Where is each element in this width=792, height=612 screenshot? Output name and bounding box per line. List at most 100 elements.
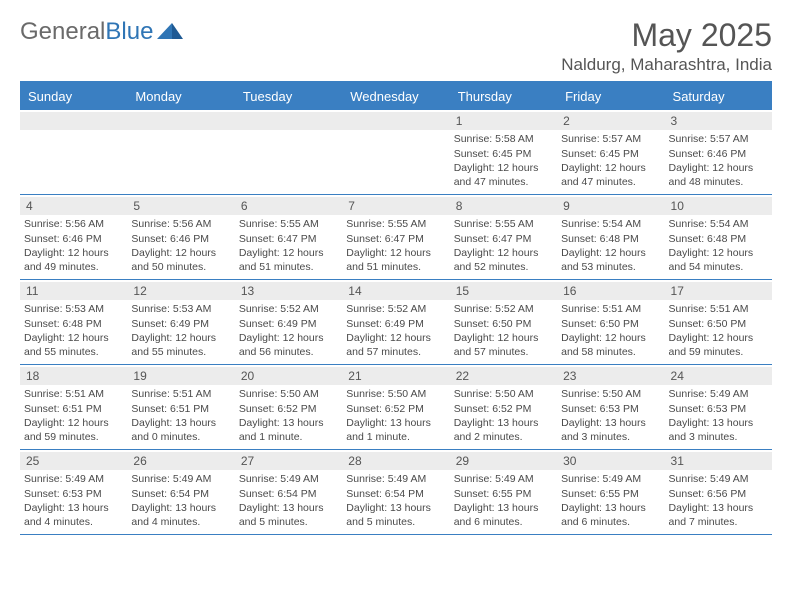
day-number: 18 xyxy=(20,367,127,385)
sunset-text: Sunset: 6:51 PM xyxy=(131,402,230,416)
day-number: 23 xyxy=(557,367,664,385)
dayname-monday: Monday xyxy=(127,83,234,110)
daylight-text: and 54 minutes. xyxy=(669,260,768,274)
title-block: May 2025 Naldurg, Maharashtra, India xyxy=(561,18,772,75)
daylight-text: and 56 minutes. xyxy=(239,345,338,359)
sunrise-text: Sunrise: 5:50 AM xyxy=(346,387,445,401)
dayname-wednesday: Wednesday xyxy=(342,83,449,110)
day-number-empty xyxy=(20,112,127,130)
daylight-text: Daylight: 13 hours xyxy=(131,416,230,430)
daylight-text: Daylight: 12 hours xyxy=(561,246,660,260)
daylight-text: and 48 minutes. xyxy=(669,175,768,189)
calendar: Sunday Monday Tuesday Wednesday Thursday… xyxy=(20,81,772,535)
sunset-text: Sunset: 6:48 PM xyxy=(24,317,123,331)
weeks-container: 1Sunrise: 5:58 AMSunset: 6:45 PMDaylight… xyxy=(20,110,772,535)
day-cell: 18Sunrise: 5:51 AMSunset: 6:51 PMDayligh… xyxy=(20,365,127,449)
day-cell: 27Sunrise: 5:49 AMSunset: 6:54 PMDayligh… xyxy=(235,450,342,534)
daylight-text: and 55 minutes. xyxy=(131,345,230,359)
sunset-text: Sunset: 6:54 PM xyxy=(131,487,230,501)
daylight-text: and 51 minutes. xyxy=(239,260,338,274)
day-cell: 25Sunrise: 5:49 AMSunset: 6:53 PMDayligh… xyxy=(20,450,127,534)
daylight-text: and 6 minutes. xyxy=(454,515,553,529)
day-number: 25 xyxy=(20,452,127,470)
sunset-text: Sunset: 6:46 PM xyxy=(24,232,123,246)
day-cell: 7Sunrise: 5:55 AMSunset: 6:47 PMDaylight… xyxy=(342,195,449,279)
day-number: 29 xyxy=(450,452,557,470)
sunset-text: Sunset: 6:48 PM xyxy=(669,232,768,246)
sunset-text: Sunset: 6:53 PM xyxy=(24,487,123,501)
day-cell: 20Sunrise: 5:50 AMSunset: 6:52 PMDayligh… xyxy=(235,365,342,449)
daylight-text: and 59 minutes. xyxy=(669,345,768,359)
sunrise-text: Sunrise: 5:51 AM xyxy=(669,302,768,316)
daylight-text: Daylight: 12 hours xyxy=(24,246,123,260)
daylight-text: Daylight: 13 hours xyxy=(346,416,445,430)
daylight-text: and 3 minutes. xyxy=(561,430,660,444)
sunrise-text: Sunrise: 5:55 AM xyxy=(239,217,338,231)
day-number: 11 xyxy=(20,282,127,300)
week-row: 11Sunrise: 5:53 AMSunset: 6:48 PMDayligh… xyxy=(20,280,772,365)
sunrise-text: Sunrise: 5:54 AM xyxy=(669,217,768,231)
daylight-text: and 57 minutes. xyxy=(346,345,445,359)
sunset-text: Sunset: 6:48 PM xyxy=(561,232,660,246)
day-cell: 3Sunrise: 5:57 AMSunset: 6:46 PMDaylight… xyxy=(665,110,772,194)
week-row: 18Sunrise: 5:51 AMSunset: 6:51 PMDayligh… xyxy=(20,365,772,450)
sunset-text: Sunset: 6:50 PM xyxy=(561,317,660,331)
daylight-text: Daylight: 13 hours xyxy=(454,501,553,515)
daylight-text: and 53 minutes. xyxy=(561,260,660,274)
daylight-text: Daylight: 13 hours xyxy=(131,501,230,515)
day-number: 3 xyxy=(665,112,772,130)
sunrise-text: Sunrise: 5:51 AM xyxy=(24,387,123,401)
day-cell: 23 Sunrise: 5:50 AMSunset: 6:53 PMDayligh… xyxy=(557,365,664,449)
day-number: 19 xyxy=(127,367,234,385)
daylight-text: Daylight: 12 hours xyxy=(669,246,768,260)
daylight-text: Daylight: 12 hours xyxy=(346,246,445,260)
day-cell: 4Sunrise: 5:56 AMSunset: 6:46 PMDaylight… xyxy=(20,195,127,279)
daylight-text: and 57 minutes. xyxy=(454,345,553,359)
day-number: 28 xyxy=(342,452,449,470)
sunset-text: Sunset: 6:52 PM xyxy=(239,402,338,416)
day-cell: 29Sunrise: 5:49 AMSunset: 6:55 PMDayligh… xyxy=(450,450,557,534)
sunrise-text: Sunrise: 5:50 AM xyxy=(561,387,660,401)
daylight-text: and 1 minute. xyxy=(346,430,445,444)
day-number: 8 xyxy=(450,197,557,215)
day-cell: 6Sunrise: 5:55 AMSunset: 6:47 PMDaylight… xyxy=(235,195,342,279)
sunrise-text: Sunrise: 5:49 AM xyxy=(239,472,338,486)
sunset-text: Sunset: 6:56 PM xyxy=(669,487,768,501)
daylight-text: Daylight: 12 hours xyxy=(239,331,338,345)
day-cell: 9Sunrise: 5:54 AMSunset: 6:48 PMDaylight… xyxy=(557,195,664,279)
day-number: 17 xyxy=(665,282,772,300)
day-number: 7 xyxy=(342,197,449,215)
dayname-thursday: Thursday xyxy=(450,83,557,110)
week-row: 4Sunrise: 5:56 AMSunset: 6:46 PMDaylight… xyxy=(20,195,772,280)
daylight-text: Daylight: 13 hours xyxy=(346,501,445,515)
dayname-friday: Friday xyxy=(557,83,664,110)
day-number: 20 xyxy=(235,367,342,385)
daylight-text: Daylight: 12 hours xyxy=(561,331,660,345)
sunset-text: Sunset: 6:53 PM xyxy=(561,402,660,416)
day-number: 14 xyxy=(342,282,449,300)
daylight-text: Daylight: 13 hours xyxy=(561,416,660,430)
sunset-text: Sunset: 6:46 PM xyxy=(669,147,768,161)
daylight-text: and 0 minutes. xyxy=(131,430,230,444)
daylight-text: Daylight: 12 hours xyxy=(24,331,123,345)
sunrise-text: Sunrise: 5:49 AM xyxy=(346,472,445,486)
daylight-text: Daylight: 13 hours xyxy=(561,501,660,515)
day-number: 5 xyxy=(127,197,234,215)
day-cell: 30Sunrise: 5:49 AMSunset: 6:55 PMDayligh… xyxy=(557,450,664,534)
daylight-text: and 4 minutes. xyxy=(131,515,230,529)
sunset-text: Sunset: 6:54 PM xyxy=(346,487,445,501)
sunrise-text: Sunrise: 5:49 AM xyxy=(561,472,660,486)
sunrise-text: Sunrise: 5:51 AM xyxy=(561,302,660,316)
day-cell: 21Sunrise: 5:50 AMSunset: 6:52 PMDayligh… xyxy=(342,365,449,449)
daylight-text: and 51 minutes. xyxy=(346,260,445,274)
dayname-sunday: Sunday xyxy=(20,83,127,110)
daylight-text: Daylight: 13 hours xyxy=(669,501,768,515)
day-number: 10 xyxy=(665,197,772,215)
day-cell: 16Sunrise: 5:51 AMSunset: 6:50 PMDayligh… xyxy=(557,280,664,364)
daylight-text: Daylight: 13 hours xyxy=(454,416,553,430)
sunrise-text: Sunrise: 5:56 AM xyxy=(131,217,230,231)
day-header-row: Sunday Monday Tuesday Wednesday Thursday… xyxy=(20,83,772,110)
daylight-text: Daylight: 12 hours xyxy=(561,161,660,175)
daylight-text: Daylight: 12 hours xyxy=(24,416,123,430)
logo: GeneralBlue xyxy=(20,18,183,46)
